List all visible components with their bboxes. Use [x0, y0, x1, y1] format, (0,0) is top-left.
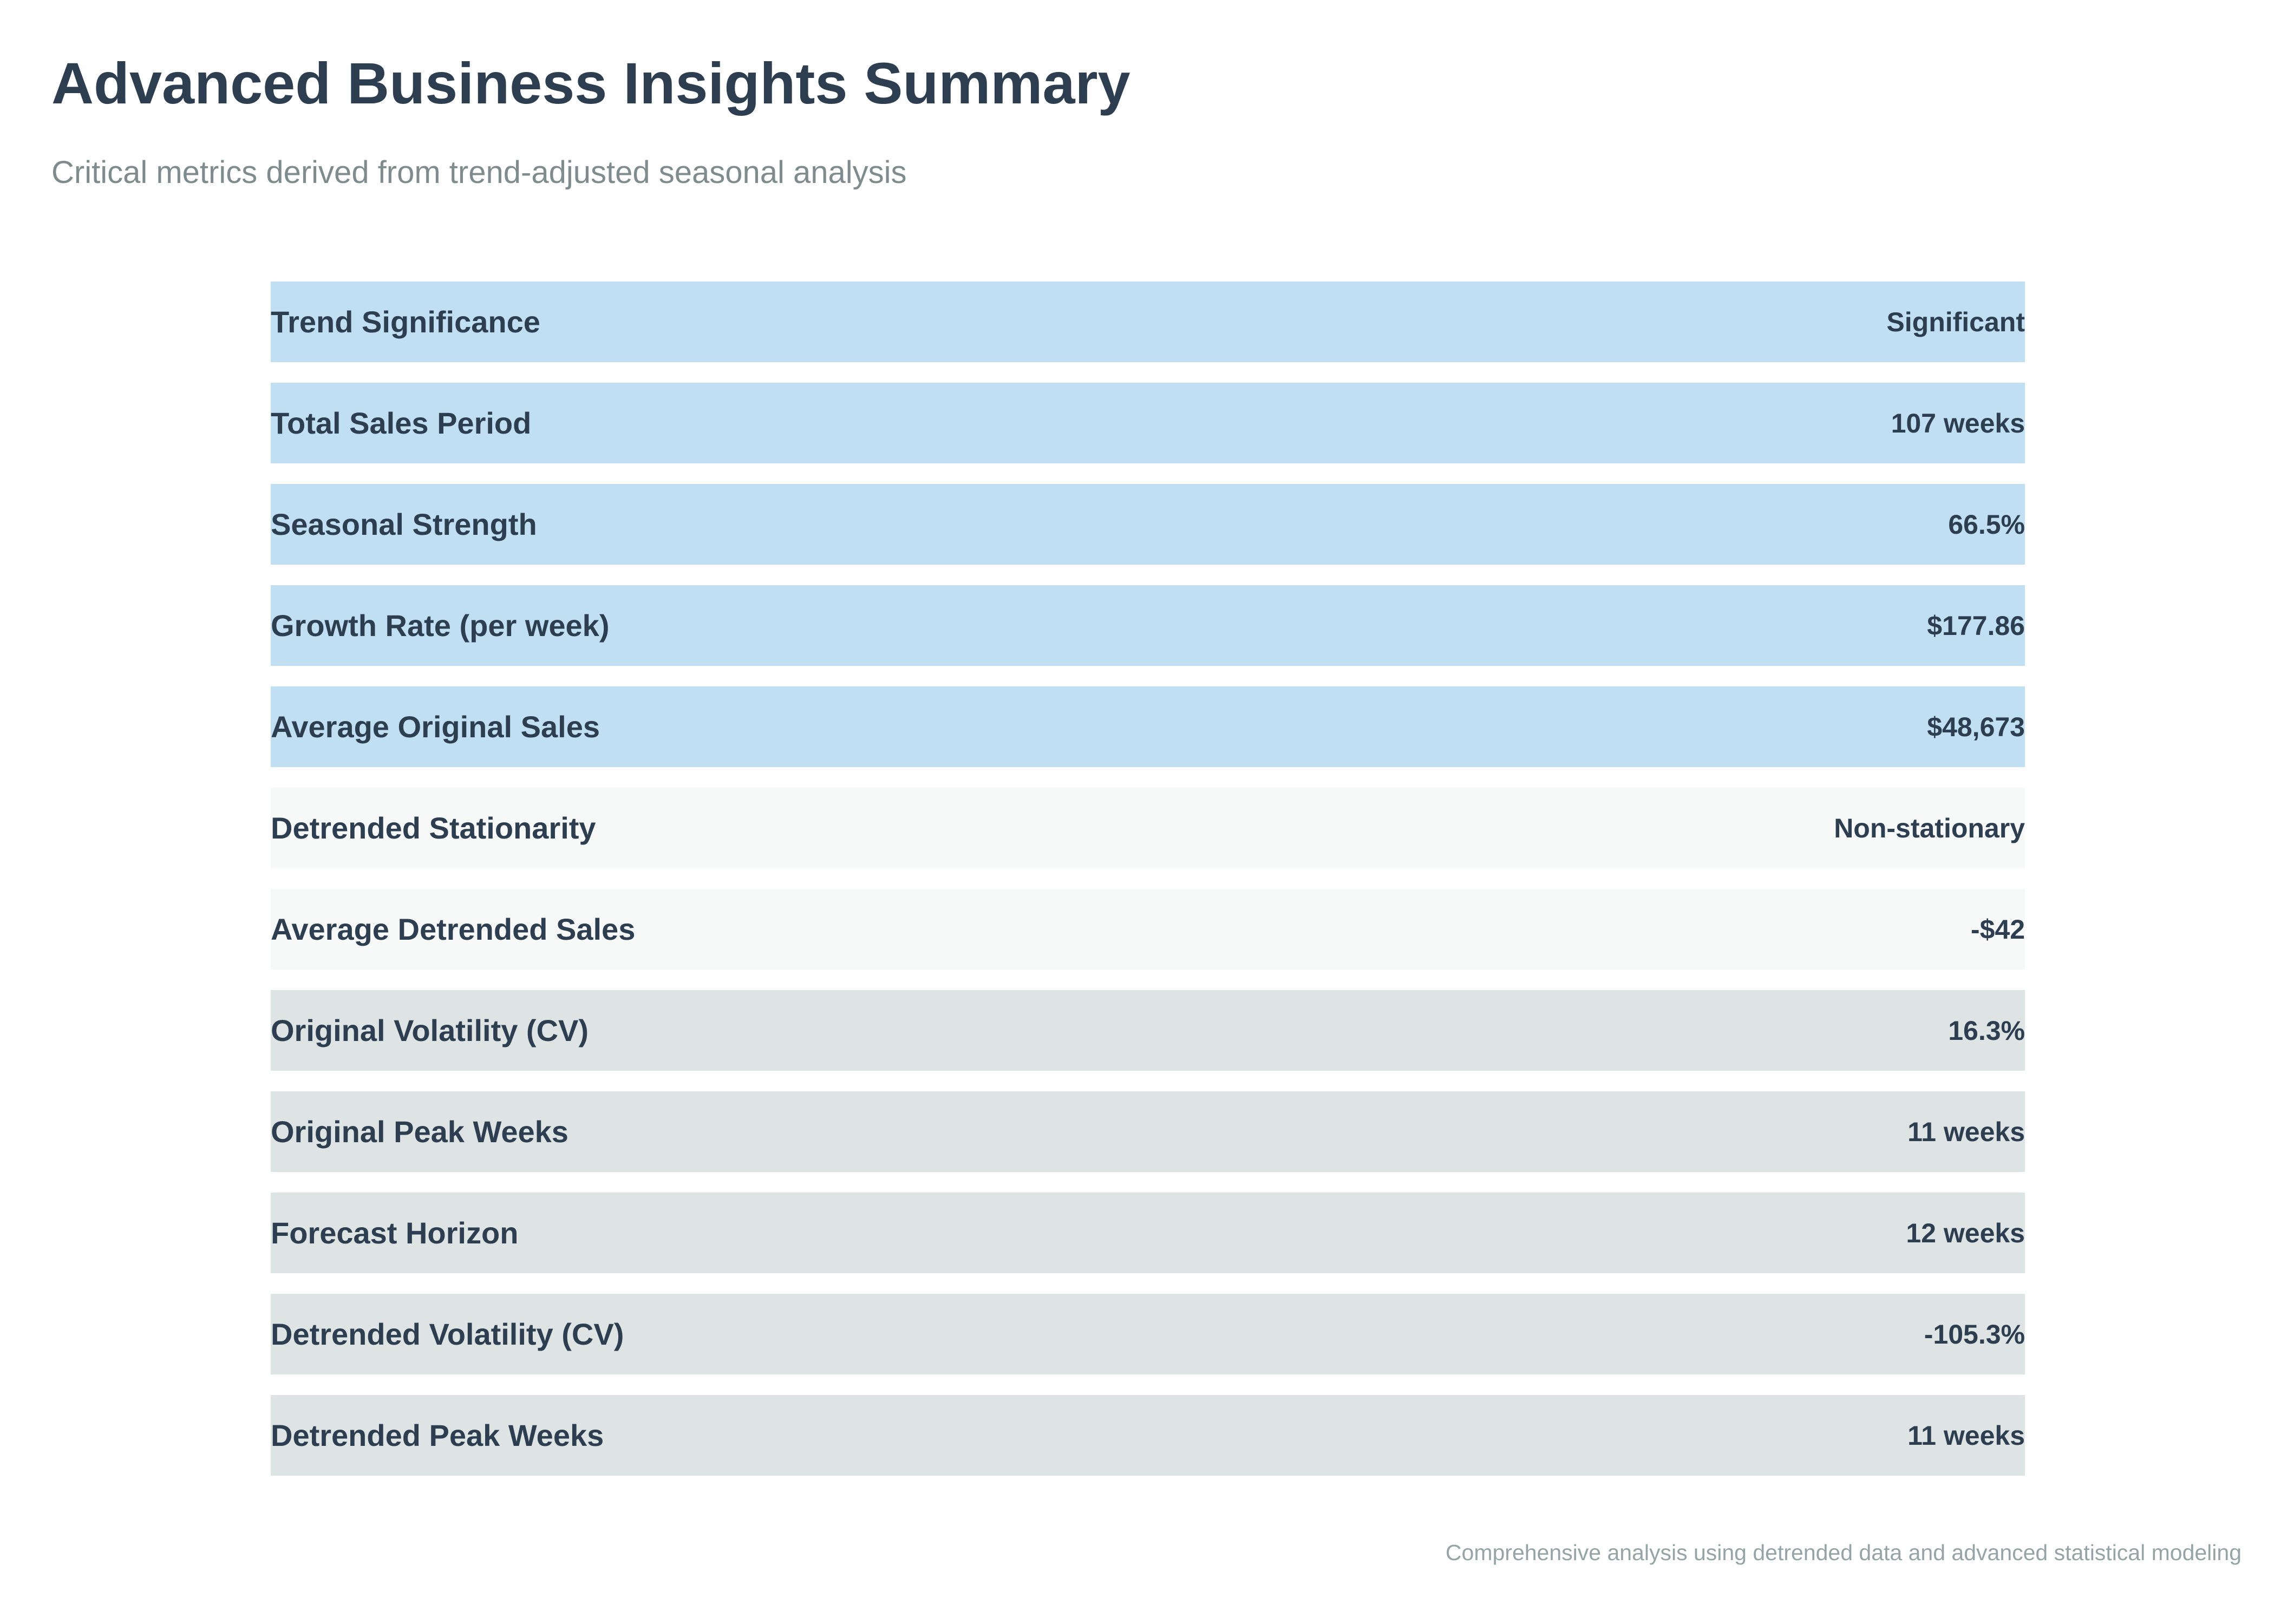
table-row: Forecast Horizon 12 weeks: [271, 1193, 2025, 1273]
metric-label: Original Peak Weeks: [271, 1115, 568, 1149]
metrics-table: Trend Significance Significant Total Sales…: [271, 281, 2025, 1496]
table-row: Total Sales Period 107 weeks: [271, 383, 2025, 463]
metric-label: Average Detrended Sales: [271, 912, 636, 946]
page-subtitle: Critical metrics derived from trend-adju…: [51, 155, 907, 190]
metric-label: Total Sales Period: [271, 406, 532, 440]
table-row: Original Peak Weeks 11 weeks: [271, 1091, 2025, 1172]
table-row: Average Detrended Sales -$42: [271, 889, 2025, 970]
table-row: Trend Significance Significant: [271, 281, 2025, 362]
metric-label: Seasonal Strength: [271, 507, 537, 541]
metric-value: 12 weeks: [1906, 1217, 2025, 1248]
metric-value: -$42: [1970, 914, 2025, 945]
footer-note: Comprehensive analysis using detrended d…: [1445, 1540, 2242, 1565]
table-row: Seasonal Strength 66.5%: [271, 484, 2025, 565]
metric-value: Non-stationary: [1834, 813, 2025, 843]
metric-value: 66.5%: [1948, 509, 2025, 540]
metric-label: Original Volatility (CV): [271, 1013, 589, 1047]
metric-value: -105.3%: [1924, 1319, 2025, 1350]
table-row: Detrended Stationarity Non-stationary: [271, 788, 2025, 868]
metric-label: Trend Significance: [271, 305, 540, 339]
metric-value: 11 weeks: [1907, 1420, 2025, 1451]
metric-label: Detrended Stationarity: [271, 811, 596, 845]
metric-value: $177.86: [1927, 610, 2025, 641]
metric-label: Average Original Sales: [271, 710, 600, 744]
page-title: Advanced Business Insights Summary: [51, 50, 1131, 116]
metric-value: 16.3%: [1948, 1015, 2025, 1046]
metric-label: Detrended Peak Weeks: [271, 1418, 604, 1452]
table-row: Original Volatility (CV) 16.3%: [271, 990, 2025, 1071]
table-row: Growth Rate (per week) $177.86: [271, 585, 2025, 666]
metric-label: Growth Rate (per week): [271, 608, 610, 643]
metric-value: Significant: [1886, 306, 2025, 337]
table-row: Detrended Peak Weeks 11 weeks: [271, 1395, 2025, 1476]
metric-value: 11 weeks: [1907, 1116, 2025, 1147]
table-row: Average Original Sales $48,673: [271, 686, 2025, 767]
metric-value: $48,673: [1927, 711, 2025, 742]
metric-label: Forecast Horizon: [271, 1216, 519, 1250]
table-row: Detrended Volatility (CV) -105.3%: [271, 1294, 2025, 1374]
metric-label: Detrended Volatility (CV): [271, 1317, 624, 1351]
metric-value: 107 weeks: [1891, 408, 2025, 438]
